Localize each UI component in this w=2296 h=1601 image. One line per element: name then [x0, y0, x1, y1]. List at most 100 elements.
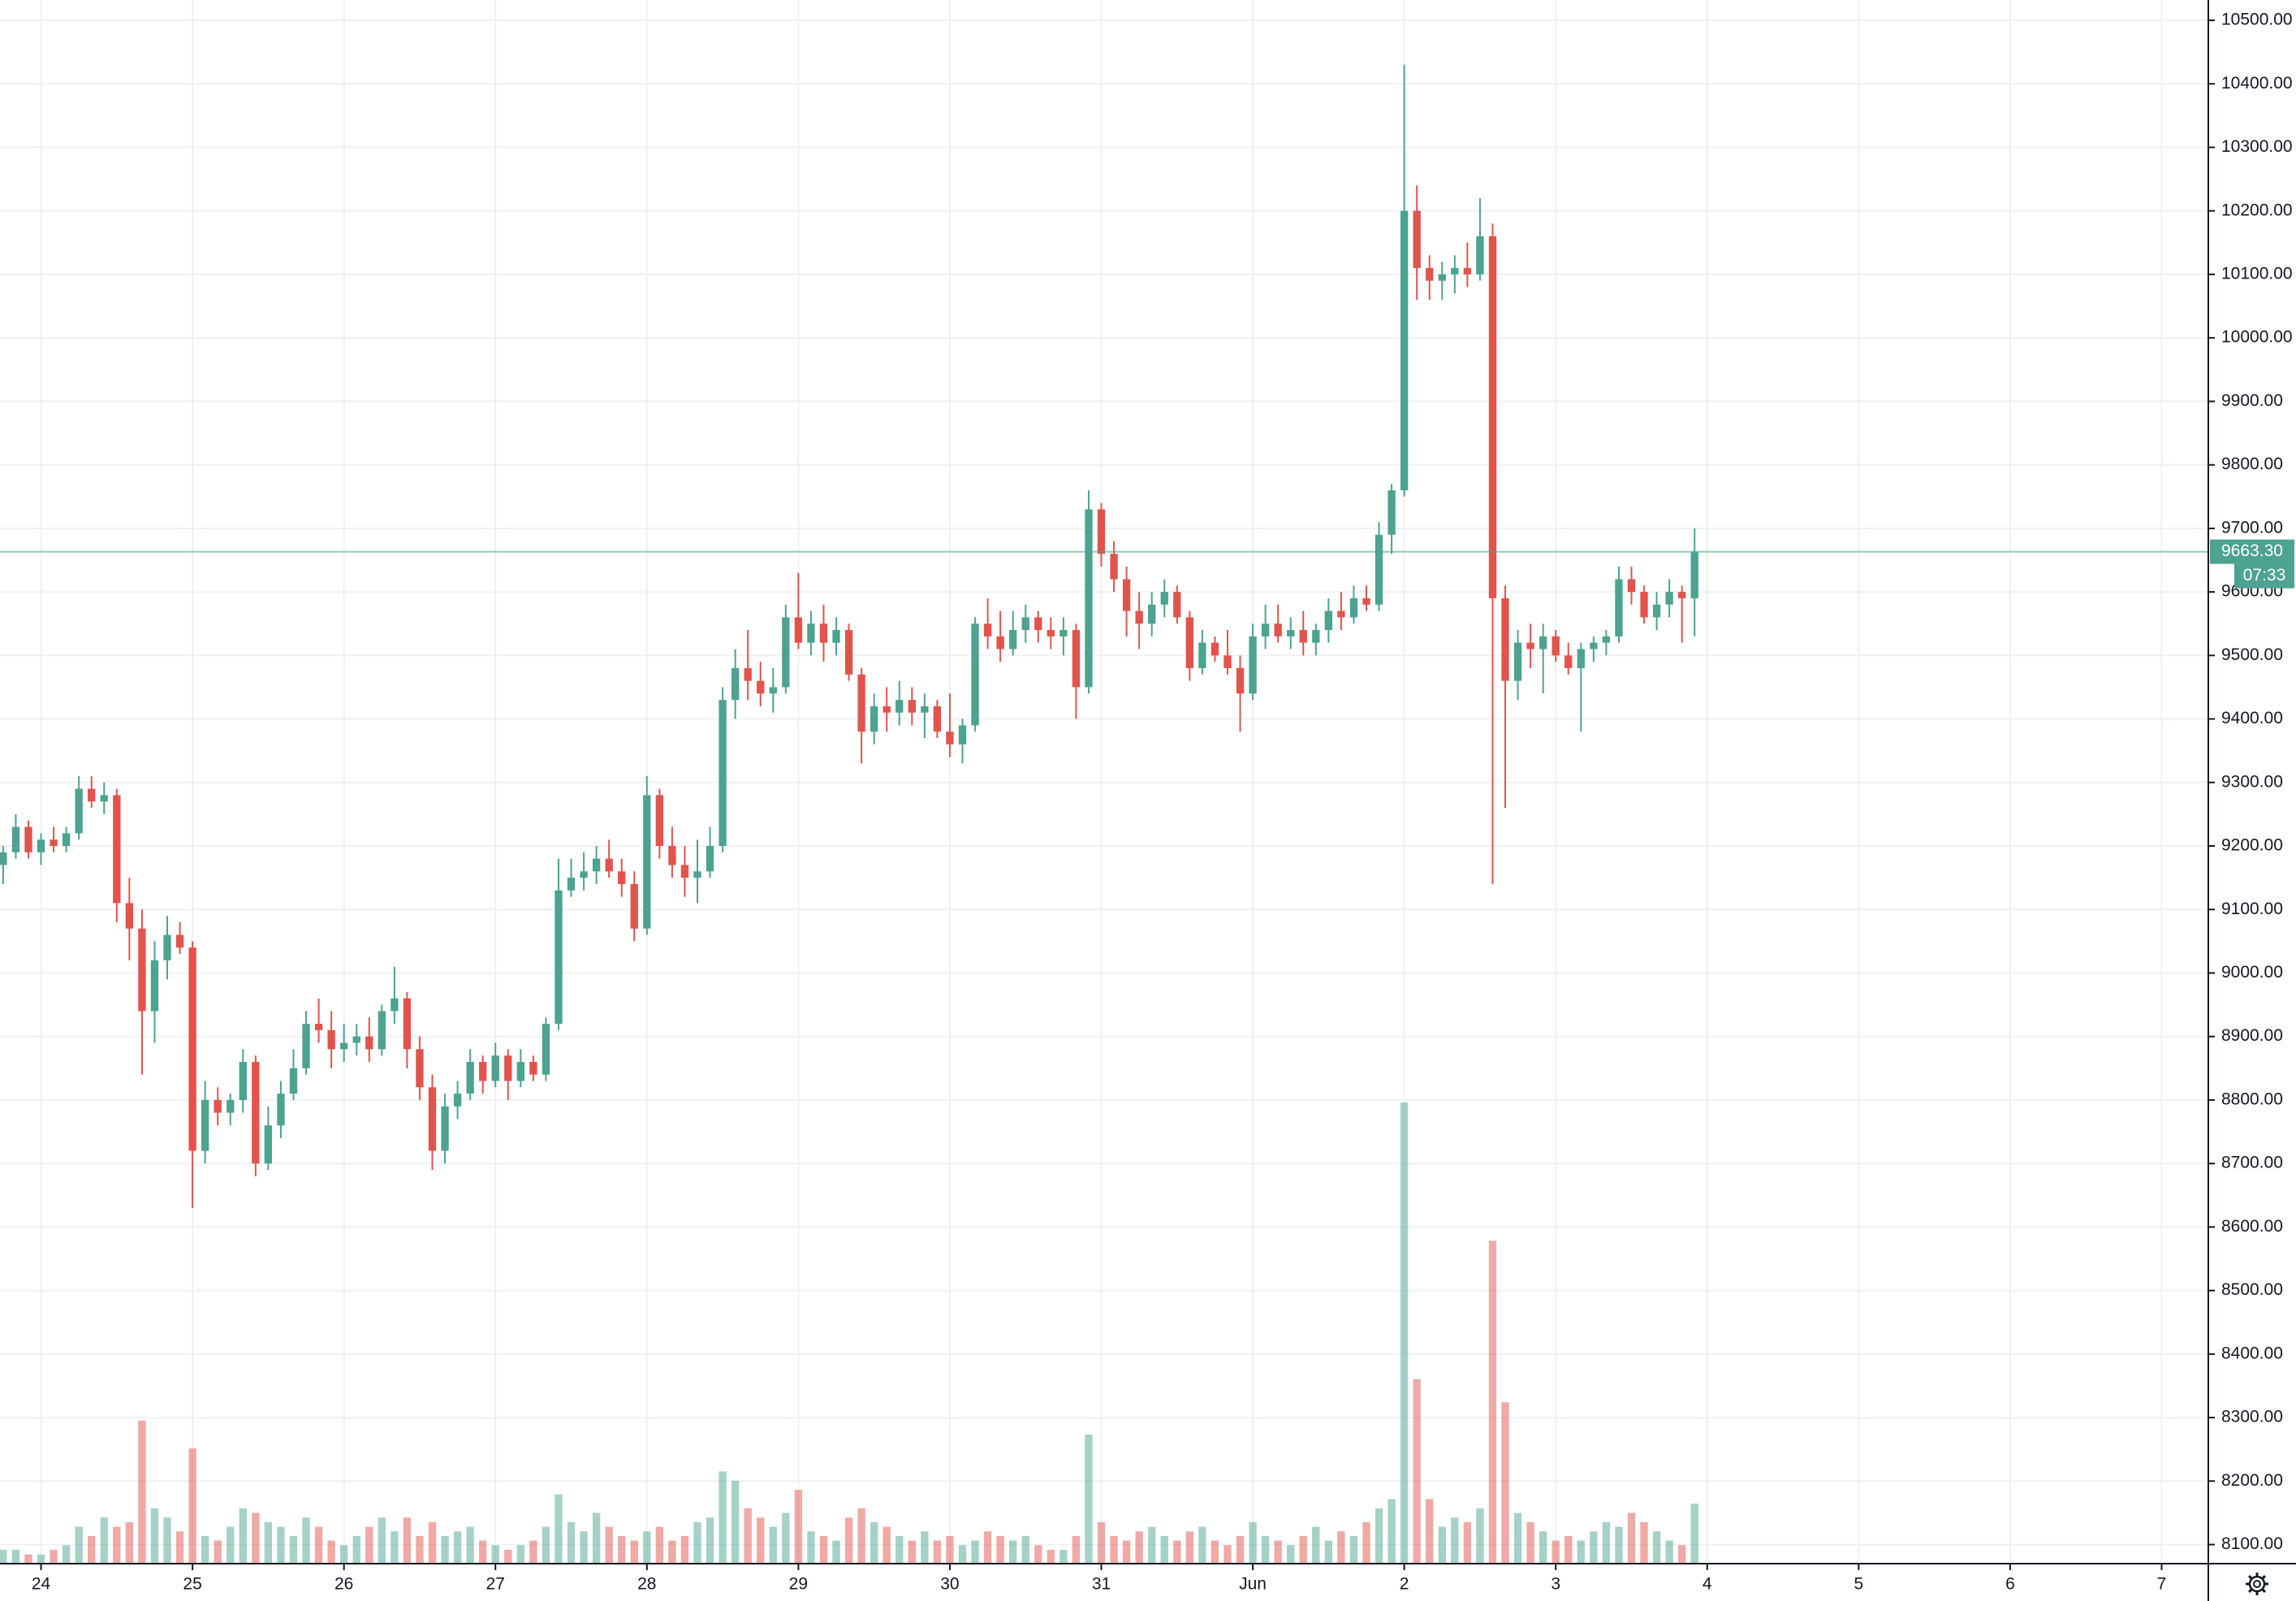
candle-body	[1602, 636, 1611, 643]
candle-body	[24, 826, 32, 852]
volume-bar	[680, 1535, 689, 1564]
y-tick-label: 10300.00	[2221, 137, 2293, 156]
candle-body	[150, 960, 159, 1012]
x-tick-label: 4	[1703, 1575, 1712, 1594]
volume-bar	[693, 1521, 701, 1564]
candle-body	[339, 1042, 348, 1050]
volume-bar	[1476, 1508, 1484, 1564]
candle-body	[1185, 617, 1193, 668]
settings-button[interactable]	[2246, 1573, 2268, 1595]
candle-body	[921, 706, 929, 713]
volume-bar	[1097, 1521, 1106, 1564]
volume-bar	[1451, 1517, 1459, 1564]
volume-bar	[592, 1513, 601, 1564]
volume-bar	[1110, 1535, 1118, 1564]
candle-body	[125, 903, 134, 929]
candle-body	[946, 731, 954, 744]
candle-body	[1312, 630, 1320, 643]
volume-bar	[1690, 1504, 1698, 1564]
volume-bar	[542, 1526, 550, 1564]
candle-body	[782, 617, 790, 688]
volume-bar	[11, 1549, 20, 1564]
candle-body	[883, 706, 891, 713]
candle-body	[592, 858, 601, 872]
candle-body	[1211, 642, 1219, 656]
volume-bar	[971, 1540, 979, 1564]
volume-bar	[1034, 1545, 1042, 1564]
volume-bar	[516, 1545, 524, 1564]
volume-bar	[1160, 1535, 1168, 1564]
volume-bar	[1185, 1531, 1193, 1564]
x-tick-label: 6	[2005, 1575, 2015, 1594]
volume-bar	[1665, 1540, 1673, 1564]
volume-bar	[630, 1540, 638, 1564]
volume-bar	[719, 1471, 727, 1564]
volume-bar	[946, 1535, 954, 1564]
candle-body	[113, 795, 121, 904]
candle-body	[1021, 617, 1029, 631]
candle-body	[983, 624, 992, 637]
candle-body	[1047, 630, 1055, 637]
volume-bar	[37, 1554, 45, 1564]
candle-body	[1476, 236, 1484, 274]
candle-body	[1590, 642, 1598, 649]
y-tick-label: 8400.00	[2221, 1344, 2283, 1362]
candle-body	[1501, 598, 1509, 681]
candle-body	[1652, 604, 1661, 618]
candle-body	[239, 1061, 247, 1100]
volume-bar	[983, 1531, 992, 1564]
volume-bar	[1400, 1103, 1409, 1564]
y-tick-label: 9300.00	[2221, 772, 2283, 791]
volume-bar	[643, 1531, 651, 1564]
y-tick-label: 9100.00	[2221, 900, 2283, 918]
volume-bar	[201, 1535, 209, 1564]
volume-bar	[365, 1526, 373, 1564]
candle-body	[1072, 630, 1081, 688]
candle-body	[731, 667, 740, 701]
volume-bar	[807, 1531, 815, 1564]
candle-body	[504, 1055, 512, 1081]
volume-bar	[1021, 1535, 1029, 1564]
candle-body	[1173, 592, 1181, 618]
candle-body	[327, 1029, 335, 1050]
candle-body	[832, 630, 840, 643]
candle-body	[1198, 642, 1206, 668]
candle-body	[1615, 579, 1623, 637]
volume-pane	[0, 1103, 1698, 1564]
volume-bar	[883, 1526, 891, 1564]
candle-body	[1690, 551, 1698, 598]
volume-bar	[1652, 1531, 1661, 1564]
candle-body	[391, 998, 399, 1012]
volume-bar	[302, 1517, 310, 1564]
y-tick-label: 8200.00	[2221, 1471, 2283, 1490]
volume-bar	[1009, 1540, 1017, 1564]
volume-bar	[1211, 1540, 1219, 1564]
volume-bar	[896, 1535, 904, 1564]
gear-teeth	[2246, 1573, 2268, 1595]
volume-bar	[908, 1540, 916, 1564]
volume-bar	[1640, 1521, 1648, 1564]
volume-bar	[1526, 1521, 1534, 1564]
candle-body	[416, 1049, 424, 1088]
candle-body	[302, 1024, 310, 1068]
volume-bar	[769, 1526, 777, 1564]
labels: 8100.00 8200.00 8300.00 8400.00 8500.00 8600.…	[32, 11, 2294, 1594]
x-tick-label: 24	[32, 1575, 51, 1594]
volume-bar	[0, 1549, 7, 1564]
candle-body	[378, 1011, 386, 1050]
candle-body	[37, 839, 45, 852]
candle-body	[479, 1061, 487, 1081]
volume-bar	[175, 1531, 184, 1564]
volume-bar	[1413, 1379, 1421, 1564]
volume-bar	[163, 1517, 171, 1564]
candle-body	[1261, 624, 1270, 637]
candle-body	[1085, 509, 1093, 688]
volume-bar	[491, 1545, 499, 1564]
volume-bar	[327, 1540, 335, 1564]
volume-bar	[1198, 1526, 1206, 1564]
y-tick-label: 8700.00	[2221, 1154, 2283, 1172]
volume-bar	[466, 1526, 474, 1564]
candle-body	[100, 795, 108, 802]
volume-bar	[870, 1521, 878, 1564]
